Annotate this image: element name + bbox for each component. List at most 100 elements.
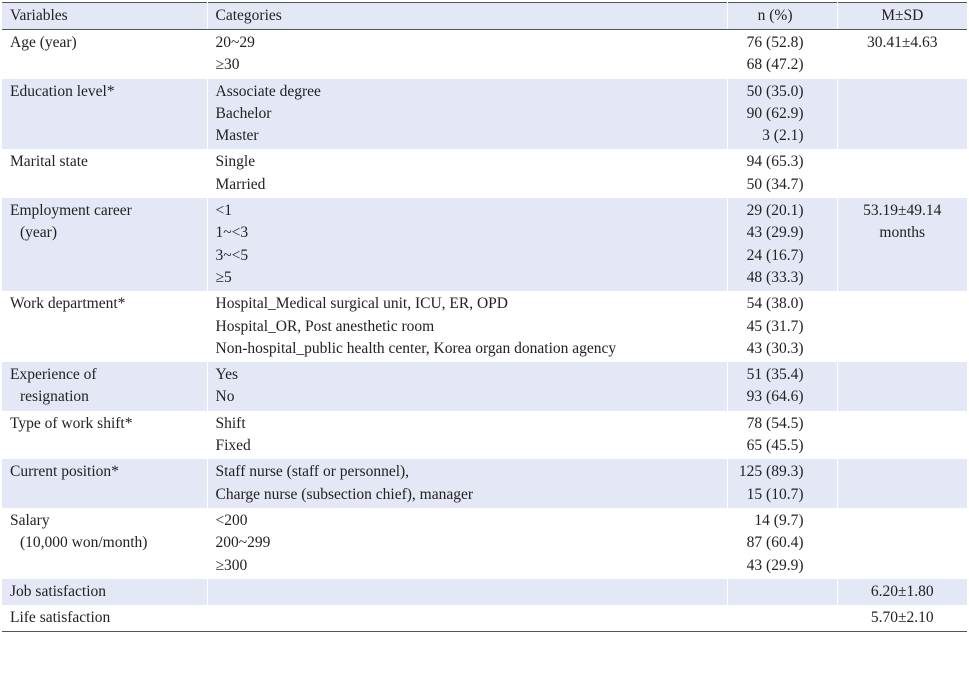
category-label: Shift	[215, 414, 246, 432]
category-label: Bachelor	[215, 104, 272, 122]
table-row: Age (year) 20~29 ≥30 76 (52.8) 68 (47.2)…	[2, 29, 967, 79]
n-value: 50 (35.0)	[746, 82, 804, 100]
n-value: 45 (31.7)	[746, 317, 804, 335]
variable-cell: Type of work shift*	[2, 410, 208, 460]
n-cell: 54 (38.0) 45 (31.7) 43 (30.3)	[727, 291, 838, 363]
variable-label: Employment career	[10, 202, 132, 220]
msd-cell: 6.20±1.80	[837, 578, 967, 606]
header-variables: Variables	[2, 2, 208, 30]
n-value: 50 (34.7)	[746, 175, 804, 193]
n-value: 43 (29.9)	[746, 224, 804, 242]
n-value: 29 (20.1)	[746, 202, 804, 220]
table-row: Salary (10,000 won/month) <200 200~299 ≥…	[2, 507, 967, 579]
msd-cell	[837, 362, 967, 411]
header-n-percent: n (%)	[727, 2, 838, 30]
n-cell: 94 (65.3) 50 (34.7)	[727, 149, 838, 199]
n-value: 54 (38.0)	[746, 295, 804, 313]
table-row: Experience of resignation Yes No 51 (35.…	[2, 362, 967, 411]
n-value: 48 (33.3)	[746, 268, 804, 286]
variable-cell: Age (year)	[2, 29, 208, 79]
categories-cell: <1 1~<3 3~<5 ≥5	[207, 198, 728, 292]
n-value: 43 (29.9)	[746, 556, 804, 574]
variable-label: (year)	[20, 224, 57, 242]
n-value: 93 (64.6)	[746, 388, 804, 406]
msd-value: 30.41±4.63	[866, 34, 938, 51]
n-value: 15 (10.7)	[746, 485, 804, 503]
variable-cell: Work department*	[2, 291, 208, 363]
n-cell: 125 (89.3) 15 (10.7)	[727, 459, 838, 508]
msd-cell	[837, 291, 967, 362]
msd-cell	[837, 459, 967, 508]
category-label: Hospital_OR, Post anesthetic room	[215, 317, 435, 335]
category-label: 200~299	[215, 534, 271, 552]
n-value: 3 (2.1)	[762, 127, 804, 145]
table-row: Marital state Single Married 94 (65.3) 5…	[2, 149, 967, 199]
n-cell: 14 (9.7) 87 (60.4) 43 (29.9)	[727, 507, 838, 579]
variable-cell: Experience of resignation	[2, 362, 208, 411]
msd-value: 6.20±1.80	[870, 582, 934, 600]
category-label: No	[215, 388, 235, 406]
msd-value: 5.70±2.10	[870, 609, 934, 627]
variable-label: Job satisfaction	[10, 582, 106, 600]
category-label: Staff nurse (staff or personnel),	[215, 463, 410, 481]
category-label: Yes	[215, 366, 239, 384]
category-label: Fixed	[215, 437, 251, 455]
table-row: Work department* Hospital_Medical surgic…	[2, 291, 967, 363]
categories-cell: Yes No	[207, 362, 728, 411]
msd-cell: 5.70±2.10	[837, 605, 967, 633]
variable-cell: Current position*	[2, 459, 208, 508]
category-label: ≥30	[215, 56, 240, 74]
category-label: 1~<3	[215, 224, 249, 242]
category-label: 20~29	[215, 34, 255, 51]
categories-cell: Hospital_Medical surgical unit, ICU, ER,…	[207, 291, 728, 363]
msd-cell: 30.41±4.63	[837, 30, 967, 79]
msd-cell	[837, 508, 967, 579]
n-cell: 51 (35.4) 93 (64.6)	[727, 362, 838, 411]
category-label: ≥5	[215, 268, 232, 286]
variable-cell: Marital state	[2, 149, 208, 199]
variable-cell: Job satisfaction	[2, 578, 208, 606]
category-label: Associate degree	[215, 82, 321, 100]
variable-label: Type of work shift*	[10, 414, 133, 432]
n-value: 24 (16.7)	[746, 246, 804, 264]
variable-label: Work department*	[10, 295, 126, 313]
n-value: 76 (52.8)	[746, 34, 804, 51]
variable-cell: Life satisfaction	[2, 605, 208, 633]
variable-cell: Employment career (year)	[2, 198, 208, 292]
variable-label: Experience of	[10, 366, 97, 384]
msd-value: months	[879, 224, 926, 242]
category-label: Non-hospital_public health center, Korea…	[215, 339, 617, 357]
n-cell	[727, 578, 838, 606]
variable-label: Age (year)	[10, 34, 77, 51]
variable-cell: Salary (10,000 won/month)	[2, 507, 208, 579]
n-cell: 29 (20.1) 43 (29.9) 24 (16.7) 48 (33.3)	[727, 198, 838, 292]
header-categories: Categories	[207, 2, 728, 30]
n-value: 65 (45.5)	[746, 437, 804, 455]
characteristics-table: Variables Categories n (%) M±SD Age (yea…	[2, 2, 967, 633]
n-value: 90 (62.9)	[746, 104, 804, 122]
n-value: 125 (89.3)	[738, 463, 804, 481]
header-mean-sd: M±SD	[837, 2, 967, 30]
table-row: Employment career (year) <1 1~<3 3~<5 ≥5…	[2, 198, 967, 292]
n-value: 14 (9.7)	[754, 511, 804, 529]
variable-label: Current position*	[10, 463, 119, 481]
table-row: Job satisfaction 6.20±1.80	[2, 578, 967, 606]
category-label: Married	[215, 175, 266, 193]
msd-cell: 53.19±49.14 months	[837, 198, 967, 292]
n-cell: 76 (52.8) 68 (47.2)	[727, 29, 838, 79]
categories-cell: 20~29 ≥30	[207, 29, 728, 79]
n-value: 94 (65.3)	[746, 153, 804, 171]
n-value: 87 (60.4)	[746, 534, 804, 552]
n-value: 43 (30.3)	[746, 339, 804, 357]
categories-cell: Associate degree Bachelor Master	[207, 78, 728, 150]
categories-cell	[207, 605, 728, 633]
msd-cell	[837, 149, 967, 198]
n-cell	[727, 605, 838, 633]
variable-label: Salary	[10, 511, 50, 529]
table-row: Type of work shift* Shift Fixed 78 (54.5…	[2, 410, 967, 460]
n-value: 68 (47.2)	[746, 56, 804, 74]
category-label: Master	[215, 127, 259, 145]
n-cell: 50 (35.0) 90 (62.9) 3 (2.1)	[727, 78, 838, 150]
variable-cell: Education level*	[2, 78, 208, 150]
categories-cell: <200 200~299 ≥300	[207, 507, 728, 579]
